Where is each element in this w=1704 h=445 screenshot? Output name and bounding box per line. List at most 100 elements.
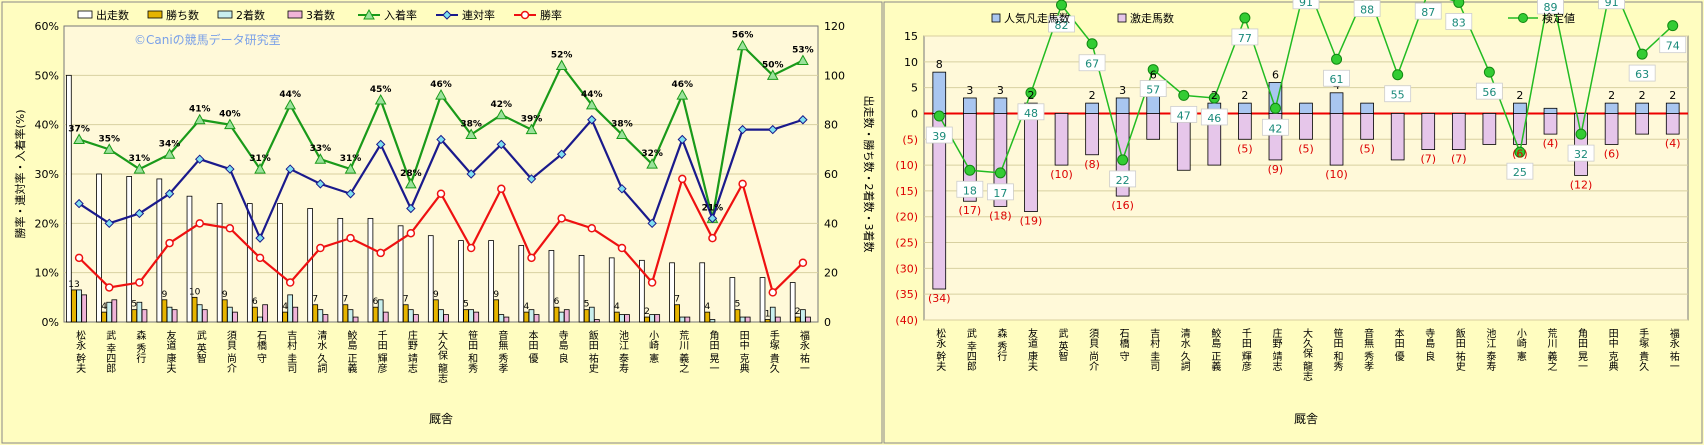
bar-出走数: [458, 240, 464, 323]
top-rate-label: 44%: [279, 90, 301, 100]
marker-連対率: [556, 149, 567, 159]
test-value-label-box: [1292, 0, 1320, 10]
bar-勝ち数: [342, 304, 349, 323]
left-x-tick-label: 須貝 尚介: [224, 330, 236, 373]
longshot-count-label: (5): [1237, 142, 1253, 155]
test-value-label-box: [1659, 36, 1687, 54]
bar-3着数: [141, 309, 148, 323]
win-count-label: 7: [674, 295, 680, 305]
bar-勝ち数: [463, 309, 469, 323]
marker-連対率: [315, 179, 326, 189]
bar-2着数: [196, 304, 203, 323]
longshot-count-label: (5): [1298, 142, 1314, 155]
legend-label-連対率: 連対率: [462, 8, 495, 22]
top-rate-label: 46%: [672, 80, 694, 90]
legend-marker-連対率: [442, 10, 452, 20]
marker-入着率: [103, 143, 116, 154]
marker-連対率: [647, 218, 657, 229]
bar-出走数: [307, 208, 313, 323]
bar-出走数: [518, 245, 525, 323]
bar-2着数: [528, 309, 535, 323]
bar-出走数: [186, 195, 193, 323]
test-value-label-box: [1323, 69, 1350, 87]
bar-popular-underperform: [1115, 97, 1130, 114]
bar-出走数: [96, 173, 102, 323]
left-x-tick-label: 松永 幹夫: [74, 329, 86, 374]
marker-入着率: [374, 93, 387, 105]
marker-test-value: [1514, 146, 1526, 158]
marker-test-value: [994, 167, 1006, 179]
left-y-tick-label: 60%: [35, 20, 59, 33]
top-rate-label: 46%: [430, 80, 452, 90]
marker-勝率: [768, 288, 778, 297]
win-count-label: 7: [403, 295, 409, 305]
marker-test-value: [1269, 102, 1281, 114]
longshot-count-label: (10): [1325, 168, 1348, 181]
legend-swatch-出走数: [77, 10, 93, 19]
marker-連対率: [195, 154, 205, 164]
top-rate-label: 52%: [551, 50, 573, 60]
bar-勝ち数: [764, 319, 771, 323]
bar-3着数: [322, 314, 329, 323]
test-value-label-box: [1598, 0, 1625, 10]
bar-longshot: [1604, 113, 1619, 145]
right-point-labels: 833223622642222(34)(17)(18)(19)(10)(8)(1…: [925, 0, 1687, 305]
marker-入着率: [465, 128, 478, 140]
marker-勝率: [346, 233, 355, 243]
right-x-tick-label: 須貝 尚介: [1087, 328, 1099, 371]
marker-連対率: [496, 139, 507, 150]
left-x-tick-label: 音無 秀孝: [496, 329, 508, 373]
bar-2着数: [709, 319, 716, 323]
popular-count-label: 6: [1272, 68, 1279, 81]
marker-test-value: [1575, 128, 1587, 140]
right-x-tick-label: 吉村 圭司: [1148, 328, 1160, 371]
marker-入着率: [224, 118, 236, 130]
win-count-label: 10: [189, 287, 201, 297]
marker-test-value: [1025, 87, 1037, 99]
marker-test-value: [1239, 12, 1251, 24]
right-lines: [933, 0, 1679, 179]
right-x-tick-label: 庄野 靖志: [1270, 327, 1282, 371]
marker-入着率: [495, 108, 508, 120]
left-x-tick-label: 森 秀行: [134, 329, 146, 364]
longshot-count-label: (4): [1543, 137, 1559, 150]
marker-勝率: [165, 238, 174, 248]
right-chart-y-tick-label: 10: [904, 56, 918, 69]
marker-勝率: [497, 184, 506, 194]
bar-2着数: [588, 306, 595, 323]
marker-入着率: [525, 123, 538, 135]
bar-3着数: [262, 304, 268, 323]
right-x-axis-label: 厩舎: [1294, 412, 1318, 426]
popular-count-label: 2: [1089, 89, 1096, 102]
popular-count-label: 8: [936, 58, 943, 71]
bar-出走数: [578, 254, 585, 323]
bar-3着数: [533, 314, 540, 323]
top-rate-label: 39%: [521, 115, 543, 125]
legend-swatch-longshot: [1117, 13, 1127, 23]
left-y-tick-label: 20%: [35, 217, 59, 230]
top-rate-label: 33%: [310, 144, 332, 154]
test-value-label-box: [1078, 54, 1106, 72]
left-x-tick-label: 吉村 圭司: [285, 330, 297, 373]
longshot-count-label: (12): [1570, 178, 1593, 191]
bar-longshot: [1574, 113, 1588, 176]
marker-入着率: [404, 177, 417, 189]
bar-3着数: [352, 316, 359, 323]
marker-入着率: [585, 98, 598, 110]
bar-出走数: [699, 262, 706, 323]
right-chart-y-tick-label: 15: [904, 30, 918, 43]
bar-2着数: [558, 311, 565, 323]
left-x-tick-label: 武 英智: [194, 329, 206, 364]
bar-longshot: [1482, 113, 1497, 145]
marker-test-value: [964, 164, 976, 176]
win-count-label: 7: [343, 295, 349, 305]
bar-3着数: [684, 316, 691, 323]
marker-連対率: [526, 174, 537, 184]
top-rate-label: 31%: [249, 154, 271, 164]
top-rate-label: 42%: [491, 100, 513, 110]
marker-連対率: [104, 218, 114, 229]
right-chart-y-tick-label: 5: [911, 82, 918, 95]
longshot-count-label: (6): [1604, 147, 1620, 160]
test-value-label: 42: [1268, 122, 1282, 135]
longshot-count-label: (19): [1020, 215, 1043, 228]
